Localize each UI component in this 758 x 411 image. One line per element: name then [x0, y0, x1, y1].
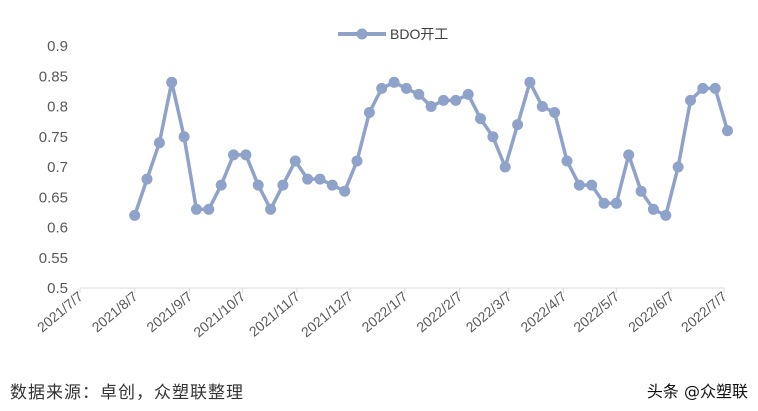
data-point — [450, 94, 462, 106]
data-point — [363, 107, 375, 118]
data-point — [277, 179, 289, 191]
data-point — [438, 94, 449, 106]
data-point — [376, 82, 388, 94]
x-tick-label: 2021/12/7 — [298, 288, 356, 340]
x-tick-label: 2022/2/7 — [413, 288, 465, 335]
data-point — [388, 76, 400, 88]
data-point — [487, 131, 499, 143]
data-point — [549, 107, 561, 118]
x-tick-label: 2022/1/7 — [359, 288, 411, 335]
data-source-note: 数据来源：卓创，众塑联整理 — [10, 383, 244, 403]
brand-watermark: 头条 @众塑联 — [646, 382, 748, 401]
data-point — [314, 173, 326, 185]
data-point — [215, 179, 227, 191]
data-point — [499, 161, 511, 173]
x-tick-label: 2022/4/7 — [517, 288, 569, 335]
line-chart: BDO开工 0.5 0.55 0.6 0.65 0.7 0.75 0.8 0.85 0.9 20… — [34, 26, 733, 340]
data-point — [252, 179, 264, 191]
data-point — [339, 185, 351, 197]
data-point — [623, 149, 635, 161]
y-tick-label: 0.85 — [39, 68, 68, 85]
data-point — [240, 149, 252, 161]
data-point — [685, 94, 696, 106]
data-point — [265, 203, 277, 215]
data-point — [561, 155, 573, 167]
y-axis: 0.5 0.55 0.6 0.65 0.7 0.75 0.8 0.85 0.9 — [39, 38, 68, 297]
y-tick-label: 0.8 — [47, 99, 68, 116]
data-point — [462, 88, 474, 100]
x-tick-label: 2022/5/7 — [570, 288, 622, 335]
x-tick-label: 2021/9/7 — [143, 288, 195, 335]
data-point — [425, 101, 437, 112]
x-axis: 2021/7/7 2021/8/7 2021/9/72021/10/72021/11… — [34, 287, 730, 340]
data-point — [203, 203, 215, 215]
data-point — [709, 82, 721, 94]
data-point — [475, 113, 486, 125]
data-point — [129, 209, 141, 221]
y-tick-label: 0.7 — [47, 159, 68, 176]
data-point — [400, 82, 412, 94]
legend-marker — [356, 28, 368, 40]
series-bdo — [129, 76, 733, 221]
data-point — [153, 137, 165, 149]
x-tick-label: 2022/6/7 — [625, 288, 677, 335]
data-point — [141, 173, 153, 185]
y-tick-label: 0.9 — [47, 38, 68, 55]
data-point — [512, 119, 524, 131]
data-point — [302, 173, 314, 185]
data-point — [536, 101, 548, 112]
x-tick-label: 2021/11/7 — [246, 288, 303, 340]
data-point — [524, 76, 536, 88]
data-point — [351, 155, 363, 167]
x-tick-label: 2021/10/7 — [190, 288, 248, 340]
data-point — [190, 203, 202, 215]
data-point — [326, 179, 338, 191]
data-point — [166, 76, 178, 88]
data-point — [598, 197, 610, 209]
legend: BDO开工 — [338, 26, 448, 42]
data-point — [178, 131, 190, 143]
y-tick-label: 0.55 — [39, 250, 68, 267]
y-tick-label: 0.65 — [39, 189, 68, 206]
data-point — [610, 197, 622, 209]
data-point — [697, 82, 709, 94]
y-tick-label: 0.5 — [47, 280, 68, 297]
data-point — [722, 125, 733, 137]
data-point — [228, 149, 239, 161]
y-tick-label: 0.6 — [47, 220, 68, 237]
data-point — [647, 203, 659, 215]
data-point — [573, 179, 585, 191]
x-tick-label: 2021/8/7 — [89, 288, 141, 335]
x-tick-label: 2022/7/7 — [678, 288, 730, 335]
data-point — [635, 185, 647, 197]
legend-label: BDO开工 — [390, 26, 448, 42]
data-point — [586, 179, 598, 191]
data-point — [660, 209, 672, 221]
data-point — [672, 161, 684, 173]
data-point — [413, 88, 425, 100]
data-point — [289, 155, 301, 167]
y-tick-label: 0.75 — [39, 129, 68, 146]
x-tick-label: 2022/3/7 — [463, 288, 515, 335]
